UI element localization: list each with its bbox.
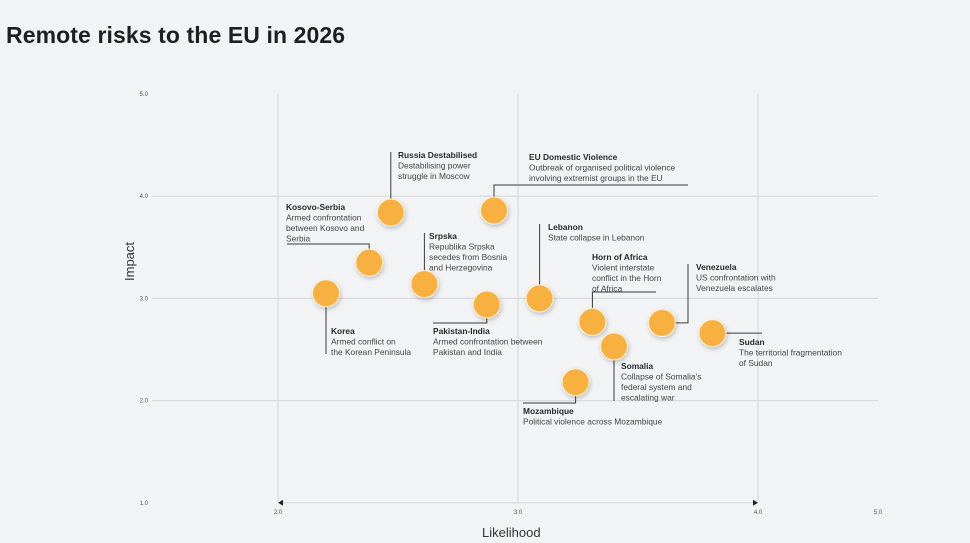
x-axis-left-arrow-icon	[278, 499, 283, 506]
x-axis-right-arrow-icon	[753, 499, 758, 506]
point-label-desc: Republika Srpska	[429, 242, 495, 252]
x-tick-label: 4.0	[754, 510, 763, 516]
point-label-name: Somalia	[621, 361, 653, 371]
point-label-desc: federal system and	[621, 382, 692, 392]
data-point	[376, 198, 405, 227]
x-tick-label: 2.0	[274, 510, 283, 516]
y-tick-label: 1.0	[140, 501, 149, 507]
point-label-desc: Violent interstate	[592, 263, 655, 273]
point-label-desc: of Sudan	[739, 358, 773, 368]
data-point	[698, 319, 727, 348]
data-point	[410, 270, 439, 299]
point-label-desc: conflict in the Horn	[592, 273, 662, 283]
y-axis-title: Impact	[122, 242, 137, 281]
point-label-desc: Pakistan and India	[433, 347, 502, 357]
point-label-desc: of Africa	[592, 284, 623, 294]
y-tick-label: 2.0	[140, 399, 149, 405]
point-label-name: Sudan	[739, 337, 765, 347]
point-label-desc: Collapse of Somalia's	[621, 372, 701, 382]
point-label-name: Srpska	[429, 231, 457, 241]
point-label-desc: Armed confrontation between	[433, 337, 543, 347]
point-label-name: Lebanon	[548, 222, 583, 232]
point-label-name: Pakistan-India	[433, 326, 490, 336]
x-tick-label: 5.0	[874, 510, 883, 516]
point-label-desc: Venezuela escalates	[696, 283, 773, 293]
point-label-name: Venezuela	[696, 262, 737, 272]
data-point	[312, 279, 340, 308]
point-label-desc: Serbia	[286, 234, 311, 244]
data-point	[480, 196, 508, 225]
data-points	[312, 196, 727, 397]
point-label-desc: Destabilising power	[398, 161, 471, 171]
point-label-desc: Outbreak of organised political violence	[529, 163, 676, 173]
point-label-desc: involving extremist groups in the EU	[529, 173, 663, 183]
point-label-name: Mozambique	[523, 406, 574, 416]
point-label-desc: escalating war	[621, 393, 675, 403]
point-label-desc: Political violence across Mozambique	[523, 417, 663, 427]
point-label-name: Korea	[331, 326, 355, 336]
point-label-desc: The territorial fragmentation	[739, 348, 842, 358]
data-point	[578, 307, 607, 336]
point-label-name: Kosovo-Serbia	[286, 202, 345, 212]
data-point	[525, 284, 554, 313]
point-label-desc: Armed conflict on	[331, 337, 396, 347]
point-label-desc: struggle in Moscow	[398, 171, 471, 181]
point-label-desc: between Kosovo and	[286, 223, 365, 233]
point-label-name: Russia Destabilised	[398, 150, 477, 160]
y-tick-label: 5.0	[140, 92, 149, 98]
data-point	[648, 308, 676, 337]
data-point	[561, 368, 590, 397]
data-point	[600, 332, 628, 361]
leader-lines	[287, 152, 762, 404]
point-label-desc: and Herzegovina	[429, 263, 493, 273]
data-point	[472, 290, 501, 319]
leader-line	[493, 184, 688, 211]
chart-title: Remote risks to the EU in 2026	[6, 22, 346, 48]
point-label-desc: the Korean Peninsula	[331, 347, 411, 357]
point-label-name: EU Domestic Violence	[529, 152, 618, 162]
x-axis-title: Likelihood	[482, 525, 541, 540]
point-label-name: Horn of Africa	[592, 252, 648, 262]
axes: 1.0 2.0 3.0 4.0 5.0 2.0 3.0 4.0 5.0 Likelihood Imp…	[122, 92, 883, 540]
x-tick-label: 3.0	[514, 510, 523, 516]
point-label-desc: secedes from Bosnia	[429, 252, 508, 262]
gridlines	[152, 94, 878, 502]
point-label-desc: Armed confrontation	[286, 213, 362, 223]
y-tick-label: 4.0	[140, 194, 149, 200]
data-point	[355, 248, 384, 277]
y-tick-label: 3.0	[140, 296, 149, 302]
point-label-desc: State collapse in Lebanon	[548, 233, 645, 243]
point-label-desc: US confrontation with	[696, 273, 776, 283]
